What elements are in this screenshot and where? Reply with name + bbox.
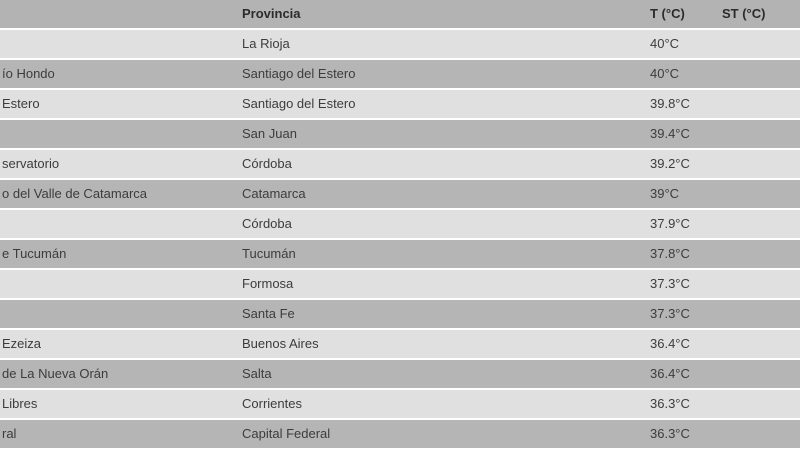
provincia-cell: Santiago del Estero bbox=[234, 60, 642, 88]
station-cell: e Tucumán bbox=[0, 240, 234, 268]
st-cell bbox=[714, 60, 800, 88]
table-row: de La Nueva Orán Salta 36.4°C bbox=[0, 360, 800, 388]
temp-cell: 36.3°C bbox=[642, 390, 714, 418]
provincia-cell: Formosa bbox=[234, 270, 642, 298]
station-cell: Libres bbox=[0, 390, 234, 418]
temp-cell: 36.4°C bbox=[642, 330, 714, 358]
station-cell: ral bbox=[0, 420, 234, 448]
st-cell bbox=[714, 240, 800, 268]
table-row: Libres Corrientes 36.3°C bbox=[0, 390, 800, 418]
station-cell: de La Nueva Orán bbox=[0, 360, 234, 388]
provincia-cell: Salta bbox=[234, 360, 642, 388]
station-cell: Estero bbox=[0, 90, 234, 118]
st-cell bbox=[714, 120, 800, 148]
table-row: Santa Fe 37.3°C bbox=[0, 300, 800, 328]
table-row: Córdoba 37.9°C bbox=[0, 210, 800, 238]
temp-cell: 36.4°C bbox=[642, 360, 714, 388]
table-row: o del Valle de Catamarca Catamarca 39°C bbox=[0, 180, 800, 208]
st-cell bbox=[714, 210, 800, 238]
st-cell bbox=[714, 90, 800, 118]
column-header-temp: T (°C) bbox=[642, 0, 714, 28]
temp-cell: 40°C bbox=[642, 30, 714, 58]
temp-cell: 37.3°C bbox=[642, 300, 714, 328]
temp-cell: 36.3°C bbox=[642, 420, 714, 448]
table-row: San Juan 39.4°C bbox=[0, 120, 800, 148]
st-cell bbox=[714, 180, 800, 208]
table-row: e Tucumán Tucumán 37.8°C bbox=[0, 240, 800, 268]
table-body: La Rioja 40°C ío Hondo Santiago del Este… bbox=[0, 30, 800, 448]
provincia-cell: Santiago del Estero bbox=[234, 90, 642, 118]
provincia-cell: Santa Fe bbox=[234, 300, 642, 328]
st-cell bbox=[714, 330, 800, 358]
table-row: Formosa 37.3°C bbox=[0, 270, 800, 298]
table-row: ral Capital Federal 36.3°C bbox=[0, 420, 800, 448]
st-cell bbox=[714, 390, 800, 418]
temp-cell: 40°C bbox=[642, 60, 714, 88]
table-header: Provincia T (°C) ST (°C) bbox=[0, 0, 800, 28]
table-row: Estero Santiago del Estero 39.8°C bbox=[0, 90, 800, 118]
temp-cell: 39°C bbox=[642, 180, 714, 208]
column-header-station bbox=[0, 0, 234, 28]
temp-cell: 37.3°C bbox=[642, 270, 714, 298]
station-cell: servatorio bbox=[0, 150, 234, 178]
provincia-cell: Buenos Aires bbox=[234, 330, 642, 358]
station-cell bbox=[0, 30, 234, 58]
provincia-cell: Corrientes bbox=[234, 390, 642, 418]
table-row: Ezeiza Buenos Aires 36.4°C bbox=[0, 330, 800, 358]
temp-cell: 39.8°C bbox=[642, 90, 714, 118]
st-cell bbox=[714, 30, 800, 58]
provincia-cell: Capital Federal bbox=[234, 420, 642, 448]
st-cell bbox=[714, 300, 800, 328]
provincia-cell: La Rioja bbox=[234, 30, 642, 58]
temp-cell: 39.4°C bbox=[642, 120, 714, 148]
station-cell: Ezeiza bbox=[0, 330, 234, 358]
station-cell bbox=[0, 120, 234, 148]
column-header-provincia: Provincia bbox=[234, 0, 642, 28]
provincia-cell: San Juan bbox=[234, 120, 642, 148]
header-row: Provincia T (°C) ST (°C) bbox=[0, 0, 800, 28]
st-cell bbox=[714, 270, 800, 298]
station-cell bbox=[0, 300, 234, 328]
st-cell bbox=[714, 150, 800, 178]
table-row: ío Hondo Santiago del Estero 40°C bbox=[0, 60, 800, 88]
station-cell: ío Hondo bbox=[0, 60, 234, 88]
station-cell bbox=[0, 270, 234, 298]
column-header-st: ST (°C) bbox=[714, 0, 800, 28]
st-cell bbox=[714, 360, 800, 388]
table-row: La Rioja 40°C bbox=[0, 30, 800, 58]
station-cell bbox=[0, 210, 234, 238]
table-row: servatorio Córdoba 39.2°C bbox=[0, 150, 800, 178]
provincia-cell: Tucumán bbox=[234, 240, 642, 268]
temp-cell: 37.8°C bbox=[642, 240, 714, 268]
provincia-cell: Córdoba bbox=[234, 150, 642, 178]
st-cell bbox=[714, 420, 800, 448]
provincia-cell: Catamarca bbox=[234, 180, 642, 208]
temp-cell: 37.9°C bbox=[642, 210, 714, 238]
station-cell: o del Valle de Catamarca bbox=[0, 180, 234, 208]
temp-cell: 39.2°C bbox=[642, 150, 714, 178]
provincia-cell: Córdoba bbox=[234, 210, 642, 238]
